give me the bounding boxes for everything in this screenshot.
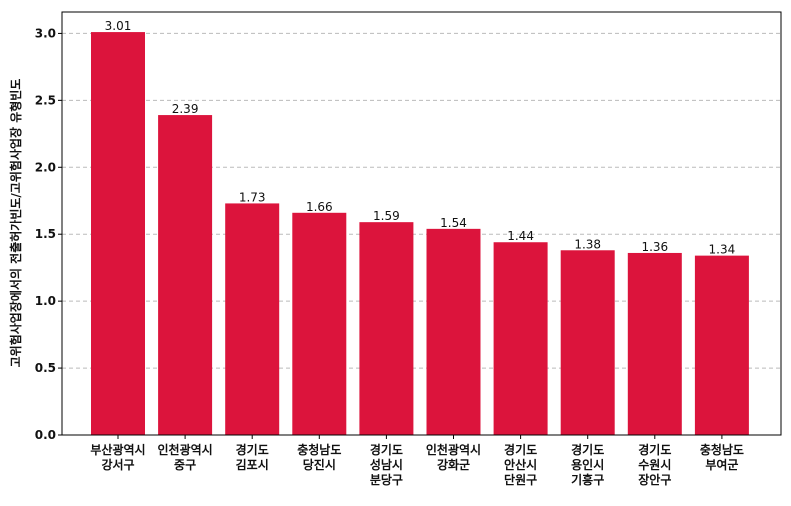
value-label: 1.54 — [440, 216, 467, 230]
x-tick-label-line: 경기도 — [571, 442, 604, 457]
bar — [694, 255, 749, 435]
x-tick-label: 인천광역시 중구 — [157, 442, 212, 472]
bar — [158, 115, 213, 435]
x-tick-label: 경기도 김포시 — [236, 442, 269, 472]
x-tick-label-line: 인천광역시 — [426, 442, 481, 457]
x-tick-label-line: 충청남도 — [700, 442, 744, 457]
x-tick-label: 인천광역시 강화군 — [426, 442, 481, 472]
x-tick-label-line: 경기도 — [236, 442, 269, 457]
x-tick-label-line: 장안구 — [638, 472, 671, 487]
value-label: 1.34 — [709, 243, 736, 257]
plot-frame — [61, 11, 782, 436]
x-tick-label: 경기도 성남시 분당구 — [370, 442, 403, 487]
bar — [426, 228, 481, 435]
x-tick-label-line: 강화군 — [437, 457, 470, 472]
y-tick-label: 2.5 — [35, 93, 56, 107]
value-label: 3.01 — [105, 19, 132, 33]
y-tick-label: 0.5 — [35, 361, 56, 375]
y-tick-label: 1.5 — [35, 227, 56, 241]
value-label: 1.66 — [306, 200, 333, 214]
x-tick-label-line: 용인시 — [571, 457, 604, 472]
value-label: 1.59 — [373, 209, 400, 223]
y-tick-label: 3.0 — [35, 26, 56, 40]
x-tick-label-line: 충청남도 — [297, 442, 341, 457]
x-tick-label-line: 단원구 — [504, 472, 537, 487]
x-tick-label-line: 수원시 — [638, 458, 671, 472]
x-tick-label-line: 김포시 — [236, 457, 269, 472]
value-label: 1.44 — [507, 229, 534, 243]
bar — [359, 222, 414, 435]
x-tick-label: 부산광역시 강서구 — [90, 442, 145, 472]
x-tick-label-line: 성남시 — [370, 457, 403, 472]
x-tick-label-line: 경기도 — [370, 442, 403, 457]
x-tick-label: 경기도 수원시 장안구 — [638, 442, 671, 487]
x-tick-label: 경기도 안산시 단원구 — [504, 442, 537, 487]
value-label: 1.36 — [641, 240, 668, 254]
bar — [292, 212, 347, 435]
x-tick-label-line: 강서구 — [101, 457, 134, 472]
x-tick-label-line: 인천광역시 — [157, 442, 212, 457]
value-label: 1.38 — [574, 237, 601, 251]
x-tick-label-line: 부여군 — [705, 457, 738, 472]
x-tick-label: 충청남도 당진시 — [297, 442, 341, 472]
x-tick-label-line: 기흥구 — [571, 472, 604, 487]
value-label: 2.39 — [172, 102, 199, 116]
x-tick-label-line: 당진시 — [303, 457, 336, 472]
y-axis-label: 고위험사업장에서의 전출허가빈도/고위험사업장 유형빈도 — [8, 79, 23, 368]
bar — [493, 242, 548, 435]
bar — [627, 252, 682, 435]
bar — [91, 32, 145, 436]
y-tick-label: 2.0 — [35, 160, 56, 174]
y-tick-label: 0.0 — [35, 428, 56, 442]
value-label: 1.73 — [239, 190, 266, 204]
x-tick-label-line: 경기도 — [504, 442, 537, 457]
x-tick-label-line: 분당구 — [370, 472, 403, 487]
x-tick-label-line: 경기도 — [638, 442, 671, 457]
x-tick-label-line: 부산광역시 — [90, 442, 145, 457]
y-tick-label: 1.0 — [35, 294, 56, 308]
x-tick-label-line: 안산시 — [504, 457, 537, 472]
x-tick-label: 경기도 용인시 기흥구 — [571, 442, 604, 487]
bar — [225, 203, 280, 435]
x-tick-label-line: 중구 — [174, 458, 196, 472]
bar — [560, 250, 615, 435]
x-tick-label: 충청남도 부여군 — [700, 442, 744, 472]
